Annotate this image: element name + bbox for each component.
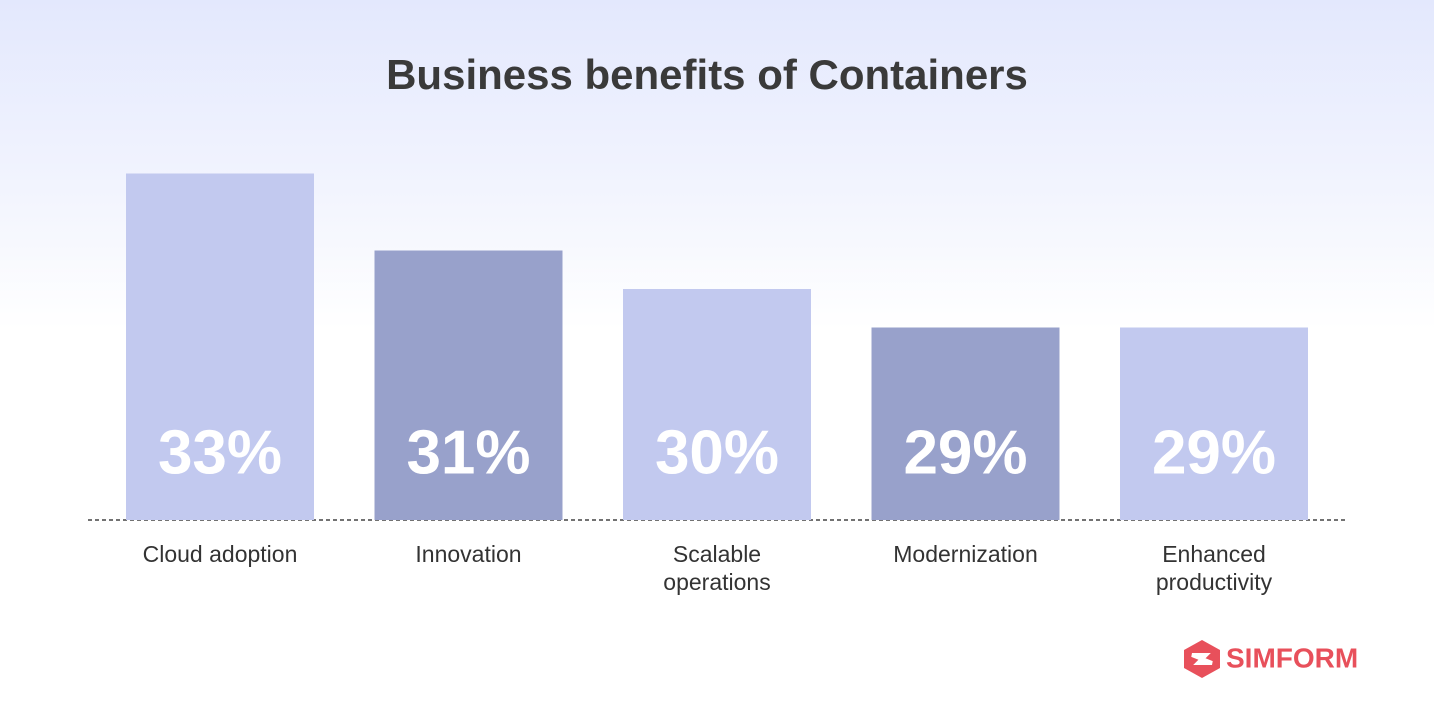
brand-name: SIMFORM [1226, 642, 1358, 673]
bar [1120, 327, 1308, 520]
logo-mark [1191, 653, 1213, 665]
bar [126, 173, 314, 520]
x-tick-label: Innovation [415, 541, 522, 567]
value-label: 30% [655, 418, 779, 487]
brand-logo: SIMFORM [1184, 640, 1358, 678]
bar [374, 250, 563, 520]
x-tick-label: Scalable operations [663, 541, 771, 595]
bar [871, 327, 1060, 520]
bar [623, 289, 811, 520]
x-tick-label: Enhanced productivity [1155, 541, 1273, 595]
x-tick-label: Modernization [893, 541, 1038, 567]
x-tick-label: Cloud adoption [142, 541, 298, 567]
value-label: 29% [903, 418, 1027, 487]
value-label: 31% [406, 418, 530, 487]
value-label: 33% [158, 418, 282, 487]
value-label: 29% [1152, 418, 1276, 487]
chart-title: Business benefits of Containers [386, 51, 1028, 98]
